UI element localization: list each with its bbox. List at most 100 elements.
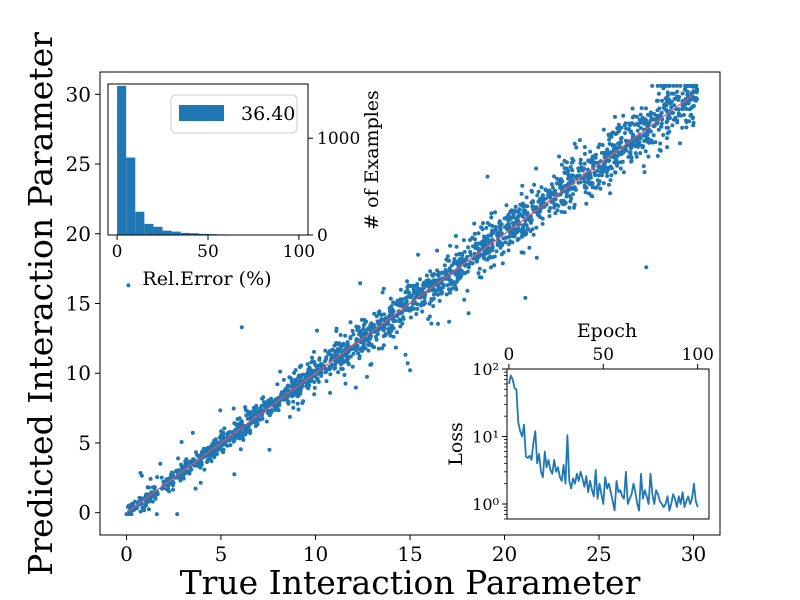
scatter-point [566,168,571,173]
scatter-point [350,364,355,369]
scatter-point [468,260,473,265]
scatter-point [217,435,222,440]
scatter-point [361,326,366,331]
scatter-point [307,372,311,377]
scatter-point [535,193,540,198]
scatter-point [447,266,452,271]
scatter-point [391,334,396,339]
scatter-point [421,283,425,288]
scatter-point [605,174,610,178]
scatter-point [672,103,677,108]
scatter-point [645,112,650,117]
scatter-point [477,266,482,271]
scatter-point [506,248,511,253]
scatter-point [257,417,262,422]
scatter-point [303,372,308,377]
scatter-point [636,141,641,146]
scatter-point [196,464,201,469]
scatter-point [354,337,359,342]
scatter-point [389,328,394,333]
scatter-point [237,416,242,421]
scatter-point [462,297,467,302]
scatter-point [286,383,290,388]
scatter-point [312,349,316,354]
loss-y-axis-label: Loss [445,422,467,466]
scatter-point [517,207,522,212]
scatter-point [486,246,491,251]
scatter-point [692,83,696,88]
scatter-point [400,321,405,326]
scatter-point [457,276,462,281]
histogram-bar [171,231,181,235]
scatter-point [590,185,595,190]
scatter-point [540,216,545,221]
scatter-point [665,90,670,95]
scatter-point [531,207,536,211]
scatter-point [290,384,295,389]
scatter-point [244,428,249,433]
scatter-point [615,145,620,150]
scatter-point [373,334,378,339]
scatter-point [221,432,226,437]
scatter-point [408,315,413,320]
scatter-point [570,173,575,178]
scatter-point [642,121,647,126]
scatter-point [387,309,392,314]
scatter-point [255,410,260,415]
scatter-point [690,116,695,121]
scatter-point [695,89,699,94]
scatter-point [690,105,695,109]
scatter-point [408,284,413,289]
scatter-point [596,145,601,150]
scatter-point [411,287,416,292]
scatter-point [338,360,342,365]
scatter-point [293,368,298,373]
scatter-point [336,370,341,375]
main-axes-frame [99,71,721,536]
scatter-point [439,291,444,296]
scatter-point [567,194,572,198]
scatter-point [629,121,634,126]
scatter-point [443,268,448,272]
scatter-point [202,467,207,472]
scatter-point [394,330,399,335]
scatter-point [613,170,617,175]
scatter-point [213,450,218,455]
scatter-point [386,327,391,331]
scatter-point [664,125,669,130]
scatter-point [509,208,514,213]
scatter-point [238,435,243,439]
histogram-bar [126,157,136,235]
scatter-point [338,333,343,337]
scatter-point [243,408,248,412]
scatter-point [672,96,677,101]
scatter-point [552,205,557,210]
scatter-point [524,195,529,200]
scatter-point [609,173,614,178]
scatter-point [490,244,495,249]
scatter-point [453,285,458,290]
scatter-point [364,336,369,341]
scatter-point [629,159,634,164]
scatter-point [544,188,548,193]
scatter-point [642,132,647,137]
scatter-point [582,151,587,156]
scatter-point [598,186,603,191]
scatter-point [437,298,442,303]
scatter-point [228,443,233,448]
scatter-point [531,200,535,204]
scatter-point [158,461,163,466]
scatter-point [171,487,175,492]
scatter-point [574,145,579,150]
scatter-point [334,329,339,333]
scatter-point [684,125,689,130]
scatter-point [150,499,155,504]
histogram-bar [189,233,199,235]
scatter-point [594,160,598,165]
x-tick-label: 5 [215,542,228,566]
scatter-point [417,277,422,282]
scatter-point [665,136,669,141]
scatter-point [675,120,680,125]
loss-curve-inset: 0 50 100 10⁰ 10¹ 10² Epoch Loss [445,320,714,520]
scatter-point [556,203,561,208]
